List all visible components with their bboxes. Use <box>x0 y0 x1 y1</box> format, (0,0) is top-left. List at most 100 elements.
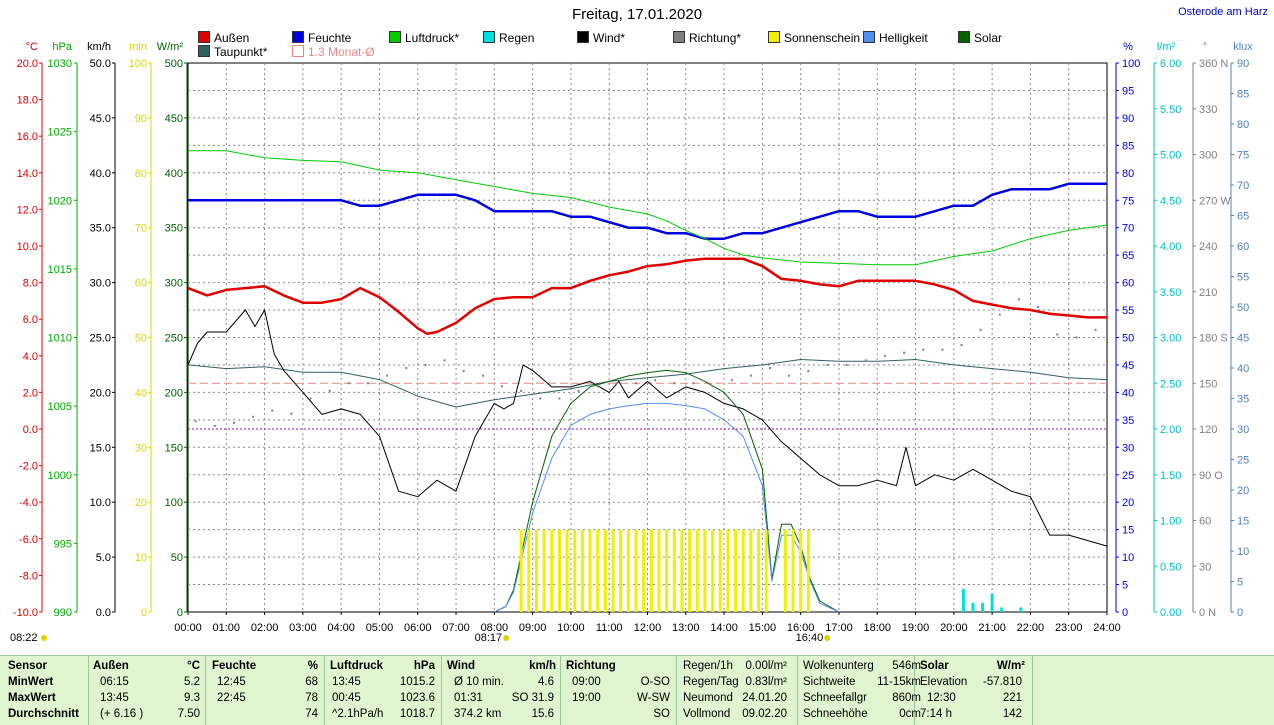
humidity-tick-label: 95 <box>1122 85 1134 97</box>
legend-label: Richtung* <box>689 31 742 45</box>
extra-label: Sichtweite <box>803 676 856 688</box>
solar-tick-label: 400 <box>165 168 183 180</box>
richtung-point <box>520 389 523 392</box>
sonnenschein-bar <box>603 529 607 612</box>
stats-row-label: Durchschnitt <box>8 708 79 720</box>
stats-value: 74 <box>305 708 318 720</box>
legend-item: Taupunkt* <box>198 45 267 59</box>
legend-label: Sonnenschein <box>784 31 861 45</box>
x-tick-label: 01:00 <box>213 622 241 634</box>
richtung-point <box>845 363 848 366</box>
direction-tick-label: 210 <box>1199 287 1217 299</box>
extra-value: 24.01.20 <box>742 692 787 704</box>
wind-tick-label: 45.0 <box>90 113 111 125</box>
lux-tick-label: 10 <box>1237 546 1249 558</box>
stats-time: 13:45 <box>100 692 129 704</box>
lux-tick-label: 20 <box>1237 485 1249 497</box>
sonnenschein-bar <box>695 529 699 612</box>
richtung-point <box>386 374 389 377</box>
lux-tick-label: 70 <box>1237 180 1249 192</box>
richtung-point <box>692 382 695 385</box>
pressure-tick-label: 1010 <box>48 333 72 345</box>
wind-tick-label: 30.0 <box>90 278 111 290</box>
stats-time: Ø 10 min. <box>454 676 504 688</box>
richtung-point <box>328 389 331 392</box>
rain-tick-label: 3.00 <box>1160 333 1181 345</box>
feuchte-line <box>188 182 1107 240</box>
richtung-point <box>1056 333 1059 336</box>
sonnenschein-bar <box>741 529 745 612</box>
stats-value: 4.6 <box>538 676 554 688</box>
wind-tick-label: 10.0 <box>90 497 111 509</box>
humidity-tick-label: 40 <box>1122 387 1134 399</box>
temp-tick-label: 4.0 <box>23 351 38 363</box>
x-tick-label: 10:00 <box>557 622 585 634</box>
stats-value: 1023.6 <box>399 692 435 704</box>
direction-tick-label: 60 <box>1199 516 1211 528</box>
rain-tick-label: 5.00 <box>1160 150 1181 162</box>
legend-item: Regen <box>483 31 534 45</box>
taupunkt-line <box>187 359 1108 408</box>
humidity-tick-label: 10 <box>1122 552 1134 564</box>
luftdruck-line <box>188 150 1108 266</box>
solar-axis-unit: W/m² <box>157 41 184 53</box>
x-tick-label: 02:00 <box>251 622 279 634</box>
sun-tick-label: 10 <box>135 552 147 564</box>
stats-time: 09:00 <box>572 676 601 688</box>
stats-value: 1018.7 <box>399 708 435 720</box>
direction-tick-label: 330 <box>1199 104 1217 116</box>
direction-tick-label: 90 O <box>1199 470 1223 482</box>
humidity-tick-label: 70 <box>1122 223 1134 235</box>
regen-bar <box>990 593 994 612</box>
lux-tick-label: 40 <box>1237 363 1249 375</box>
stats-time: ^2.1hPa/h <box>332 708 384 720</box>
humidity-tick-label: 100 <box>1122 58 1140 70</box>
wind-tick-label: 5.0 <box>96 552 111 564</box>
temp-tick-label: 14.0 <box>17 168 38 180</box>
stats-header: Wind <box>447 660 475 672</box>
extra-value: 09.02.20 <box>742 708 787 720</box>
temp-tick-label: -8.0 <box>19 570 38 582</box>
sonnenschein-bar <box>527 529 531 612</box>
x-tick-label: 20:00 <box>940 622 968 634</box>
first-sun-icon <box>503 635 510 641</box>
stats-value: 9.3 <box>184 692 200 704</box>
richtung-point <box>1017 298 1020 301</box>
solar-tick-label: 0 <box>177 607 183 619</box>
legend-label: Luftdruck* <box>405 31 460 45</box>
richtung-point <box>481 374 484 377</box>
sonnenschein-bar <box>783 529 787 612</box>
richtung-point <box>424 363 427 366</box>
richtung-point <box>673 382 676 385</box>
solar-tick-label: 50 <box>171 552 183 564</box>
pressure-axis-unit: hPa <box>52 41 72 53</box>
legend-label: Feuchte <box>308 31 352 45</box>
sun-tick-label: 70 <box>135 223 147 235</box>
direction-tick-label: 150 <box>1199 378 1217 390</box>
sonnenschein-bar <box>550 529 554 612</box>
extra-value: 546m <box>892 660 921 672</box>
stats-value: SO <box>653 708 670 720</box>
humidity-tick-label: 20 <box>1122 497 1134 509</box>
wind-tick-label: 15.0 <box>90 442 111 454</box>
sun-axis-unit: min <box>129 41 147 53</box>
pressure-tick-label: 1020 <box>48 195 72 207</box>
stats-value: O-SO <box>640 676 670 688</box>
sonnenschein-bar <box>757 529 761 612</box>
stats-header: Außen <box>93 660 129 672</box>
sonnenschein-bar <box>649 529 653 612</box>
x-tick-label: 08:00 <box>481 622 509 634</box>
lux-tick-label: 35 <box>1237 394 1249 406</box>
richtung-point <box>366 382 369 385</box>
richtung-point <box>749 374 752 377</box>
sun-tick-label: 50 <box>135 333 147 345</box>
rain-axis-unit: l/m² <box>1157 41 1176 53</box>
extra-label: Schneefallgr <box>803 692 867 704</box>
humidity-tick-label: 65 <box>1122 250 1134 262</box>
x-tick-label: 21:00 <box>978 622 1006 634</box>
stats-time: (+ 6.16 ) <box>100 708 144 720</box>
sonnenschein-bar <box>711 529 715 612</box>
legend-label: Helligkeit <box>879 31 928 45</box>
stats-panel: Sensor Außen °C Feuchte% Luftdruck hPa Wind km/… <box>0 655 1274 725</box>
sonnenschein-bar <box>542 529 546 612</box>
